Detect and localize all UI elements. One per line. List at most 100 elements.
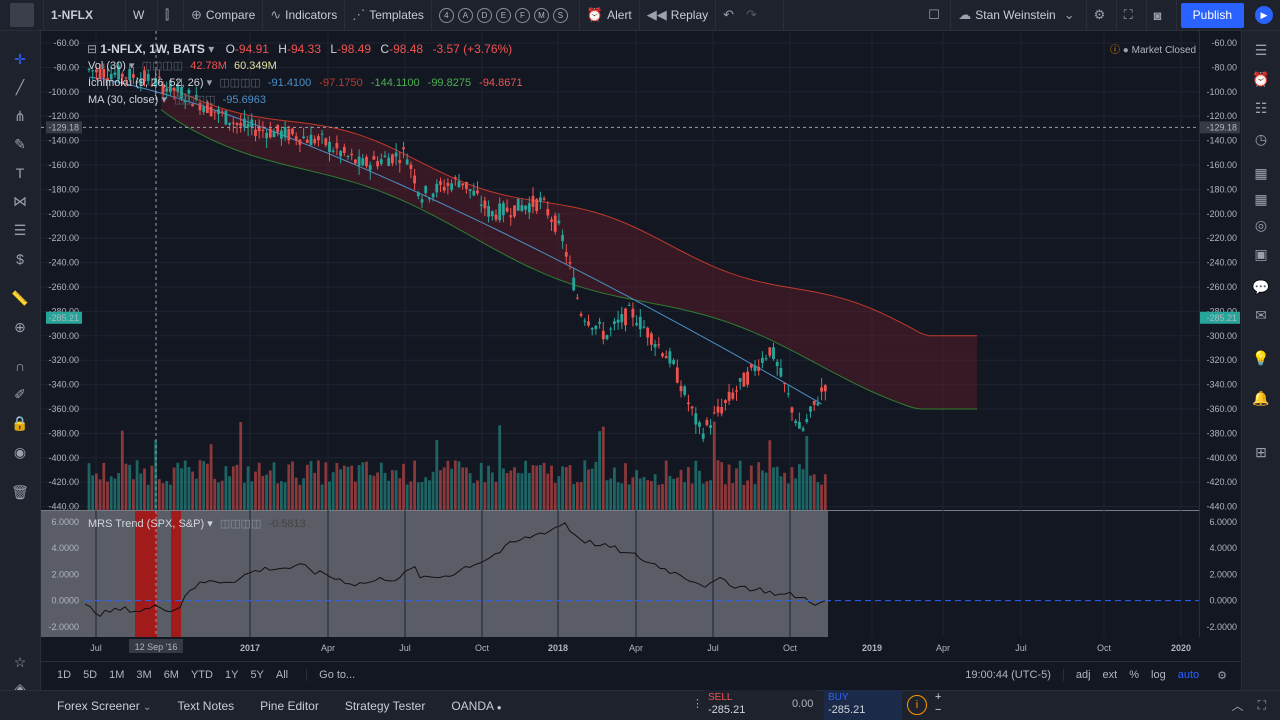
pitchfork-icon[interactable]: ⋔ (14, 108, 26, 124)
undo-icon[interactable]: ↶ (723, 7, 735, 22)
alert-button[interactable]: ⏰ Alert (580, 0, 640, 31)
magnet-icon[interactable]: ∩ (14, 358, 26, 374)
dollar-icon[interactable]: $ (16, 251, 24, 267)
crosshair-icon[interactable]: ✛ (14, 51, 26, 67)
alerts-icon[interactable]: ⏰ (1252, 71, 1270, 87)
layout-name[interactable]: ☁ Stan Weinstein ⌄ (951, 0, 1087, 31)
trend-line-icon[interactable]: ╱ (15, 79, 25, 95)
indicator-controls-icon[interactable]: ◫◫◫◫ (141, 60, 184, 72)
maximize-panel-icon[interactable]: ⛶ (1257, 698, 1266, 712)
sell-button[interactable]: SELL -285.21 0.00 (704, 690, 816, 720)
tab-oanda[interactable]: OANDA ● (451, 698, 502, 713)
compare-button[interactable]: ⊕ Compare (184, 0, 264, 31)
range-1y[interactable]: 1Y (224, 669, 239, 681)
mrs-title[interactable]: MRS Trend (SPX, S&P) (88, 518, 205, 530)
ideas-icon[interactable]: ◎ (1254, 217, 1268, 233)
info-icon[interactable]: i (907, 695, 927, 715)
chart-type-button[interactable]: ⫿ (158, 0, 184, 31)
order-panel-icon[interactable]: ⊞ (1255, 444, 1267, 460)
quick-button-m[interactable]: M (533, 7, 549, 23)
range-6m[interactable]: 6M (163, 669, 179, 681)
interval-button[interactable]: W (126, 0, 158, 31)
publish-button[interactable]: Publish (1180, 2, 1244, 28)
tab-strategy-tester[interactable]: Strategy Tester (344, 698, 426, 713)
calendar-grid-icon[interactable]: ▦ (1254, 191, 1268, 207)
collapse-icon[interactable]: ⊟ (87, 42, 98, 56)
messages-icon[interactable]: ✉ (1255, 307, 1267, 323)
volume-menu-icon[interactable]: ▾ (128, 60, 135, 72)
percent-toggle[interactable]: % (1129, 669, 1140, 681)
quick-button-a[interactable]: A (457, 7, 473, 23)
pattern-icon[interactable]: ⋈ (13, 193, 27, 209)
streams-icon[interactable]: ▣ (1254, 246, 1268, 262)
indicator-controls-icon[interactable]: ◫◫◫◫ (173, 94, 216, 106)
goto-button[interactable]: Go to... (306, 669, 361, 681)
bulb-icon[interactable]: 💡 (1252, 350, 1270, 366)
indicator-controls-icon[interactable]: ◫◫◫◫ (219, 518, 262, 530)
drag-handle-icon[interactable]: ⋮ (692, 698, 703, 710)
tab-pine-editor[interactable]: Pine Editor (260, 698, 319, 713)
redo-icon[interactable]: ↷ (746, 7, 757, 22)
trash-icon[interactable]: 🗑 (11, 484, 29, 500)
chart-area[interactable]: -60.00 -60.00 -80.00 -80.00 -100.00 -100.00 -1… (41, 31, 1241, 661)
collapse-panel-icon[interactable]: ︿ (1231, 699, 1244, 713)
ma-menu-icon[interactable]: ▾ (161, 94, 167, 106)
series-menu-icon[interactable]: ▾ (208, 42, 215, 56)
fullscreen-button[interactable]: ⛶ (1117, 0, 1147, 31)
star-icon[interactable]: ☆ (13, 654, 27, 670)
fib-icon[interactable]: ☰ (13, 222, 27, 238)
ma-title[interactable]: MA (30, close) (88, 94, 159, 106)
avatar[interactable] (0, 0, 44, 31)
layout-button[interactable]: ☐ (921, 0, 952, 31)
quick-button-s[interactable]: S (552, 7, 568, 23)
gear-icon[interactable]: ⚙ (1217, 669, 1227, 682)
buy-button[interactable]: BUY -285.21 (824, 690, 902, 720)
ichimoku-title[interactable]: Ichimoku (9, 26, 52, 26) (88, 77, 204, 89)
settings-button[interactable]: ⚙ (1087, 0, 1117, 31)
templates-button[interactable]: ⋰ Templates (345, 0, 432, 31)
calendar-icon[interactable]: ▦ (1254, 165, 1268, 181)
range-5y[interactable]: 5Y (250, 669, 264, 681)
play-button[interactable]: ▶ (1248, 0, 1280, 31)
volume-title[interactable]: Vol (30) (88, 60, 126, 72)
quick-button-4[interactable]: 4 (438, 7, 454, 23)
layers-icon[interactable]: ◈ (14, 680, 26, 696)
plus-icon[interactable]: + (935, 691, 942, 703)
minus-icon[interactable]: − (935, 704, 942, 716)
range-1d[interactable]: 1D (57, 669, 72, 681)
clock[interactable]: 19:00:44 (UTC-5) (965, 669, 1051, 681)
brush-icon[interactable]: ✎ (14, 136, 26, 152)
range-1m[interactable]: 1M (109, 669, 125, 681)
indicator-controls-icon[interactable]: ◫◫◫◫ (219, 77, 261, 89)
range-5d[interactable]: 5D (83, 669, 98, 681)
data-window-icon[interactable]: ☷ (1254, 100, 1268, 116)
ruler-icon[interactable]: 📏 (11, 290, 29, 306)
tab-text-notes[interactable]: Text Notes (177, 698, 235, 713)
hotlist-icon[interactable]: ◷ (1254, 131, 1268, 147)
quick-button-d[interactable]: D (476, 7, 492, 23)
chat-icon[interactable]: 💬 (1252, 279, 1270, 295)
range-3m[interactable]: 3M (136, 669, 152, 681)
indicators-button[interactable]: ∿ Indicators (263, 0, 346, 31)
watchlist-icon[interactable]: ☰ (1254, 42, 1268, 58)
quick-button-f[interactable]: F (514, 7, 530, 23)
text-icon[interactable]: T (15, 165, 25, 181)
tab-forex-screener[interactable]: Forex Screener ⌄ (57, 698, 152, 713)
eye-icon[interactable]: ◉ (13, 444, 27, 460)
adj-toggle[interactable]: adj (1062, 669, 1097, 681)
auto-toggle[interactable]: auto (1177, 669, 1200, 681)
symbol-search[interactable]: 1-NFLX (44, 0, 126, 31)
snapshot-button[interactable]: ◙ (1147, 0, 1177, 31)
quick-button-e[interactable]: E (495, 7, 511, 23)
mrs-menu-icon[interactable]: ▾ (207, 518, 213, 530)
range-ytd[interactable]: YTD (190, 669, 213, 681)
series-title[interactable]: 1-NFLX, 1W, BATS (100, 42, 205, 56)
ext-toggle[interactable]: ext (1102, 669, 1118, 681)
bell-icon[interactable]: 🔔 (1252, 390, 1270, 406)
zoom-icon[interactable]: ⊕ (14, 319, 26, 335)
pencil-lock-icon[interactable]: ✐ (14, 386, 26, 402)
ichimoku-menu-icon[interactable]: ▾ (206, 77, 213, 89)
log-toggle[interactable]: log (1151, 669, 1166, 681)
range-all[interactable]: All (275, 669, 289, 681)
lock-icon[interactable]: 🔒 (11, 415, 29, 431)
